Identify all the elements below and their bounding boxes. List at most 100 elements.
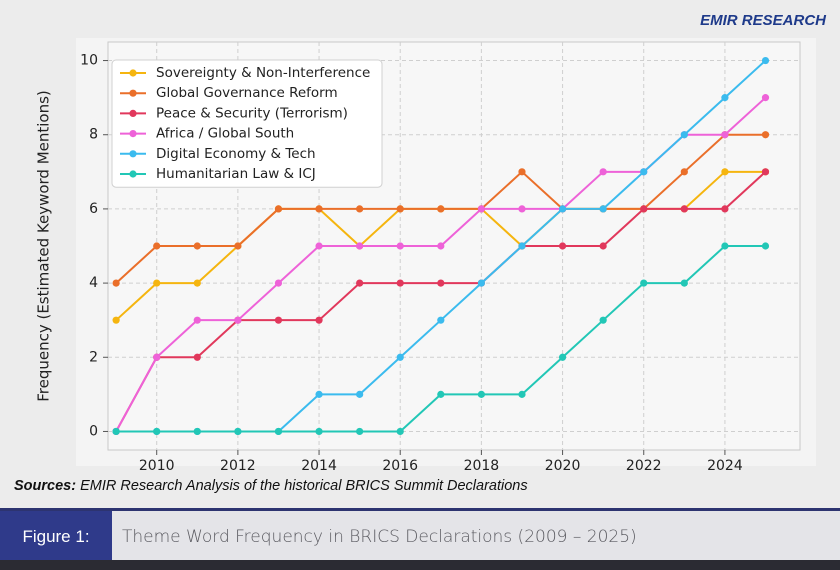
legend-marker bbox=[129, 130, 137, 138]
data-point bbox=[437, 205, 445, 213]
data-point bbox=[518, 168, 526, 176]
figure-label: Figure 1: bbox=[0, 511, 112, 563]
data-point bbox=[274, 205, 283, 213]
figure-caption: Theme Word Frequency in BRICS Declaratio… bbox=[122, 527, 637, 547]
legend-label: Global Governance Reform bbox=[156, 85, 338, 101]
data-point bbox=[558, 205, 567, 213]
data-point bbox=[599, 242, 607, 250]
x-tick-label: 2014 bbox=[301, 458, 337, 470]
y-tick-label: 10 bbox=[80, 53, 98, 69]
data-point bbox=[518, 390, 526, 398]
x-tick-label: 2020 bbox=[545, 458, 581, 470]
data-point bbox=[193, 279, 201, 287]
data-point bbox=[193, 353, 201, 361]
legend-label: Africa / Global South bbox=[156, 126, 294, 142]
data-point bbox=[153, 427, 161, 436]
data-point bbox=[274, 279, 283, 287]
data-point bbox=[315, 242, 323, 250]
x-tick-label: 2022 bbox=[626, 458, 662, 470]
data-point bbox=[112, 279, 120, 287]
data-point bbox=[193, 427, 201, 436]
data-point bbox=[761, 56, 770, 65]
data-point bbox=[112, 316, 120, 324]
data-point bbox=[356, 427, 364, 436]
sources: Sources: EMIR Research Analysis of the h… bbox=[14, 478, 528, 494]
data-point bbox=[356, 390, 364, 398]
data-point bbox=[477, 279, 485, 287]
legend-marker bbox=[129, 69, 137, 77]
data-point bbox=[315, 316, 323, 324]
data-point bbox=[112, 427, 120, 436]
x-tick-label: 2010 bbox=[139, 458, 175, 470]
data-point bbox=[437, 390, 445, 398]
y-tick-label: 4 bbox=[89, 275, 98, 291]
data-point bbox=[518, 205, 526, 213]
data-point bbox=[356, 279, 364, 287]
legend-marker bbox=[129, 170, 137, 178]
data-point bbox=[315, 390, 323, 398]
data-point bbox=[558, 242, 567, 250]
data-point bbox=[721, 131, 729, 139]
data-point bbox=[234, 242, 242, 250]
data-point bbox=[477, 390, 485, 398]
footer-strip bbox=[0, 560, 840, 570]
data-point bbox=[396, 353, 404, 361]
data-point bbox=[680, 279, 688, 287]
data-point bbox=[640, 168, 648, 176]
data-point bbox=[193, 316, 201, 324]
data-point bbox=[396, 205, 404, 213]
data-point bbox=[396, 242, 404, 250]
y-tick-label: 8 bbox=[89, 127, 98, 143]
x-tick-label: 2012 bbox=[220, 458, 256, 470]
data-point bbox=[518, 242, 526, 250]
data-point bbox=[477, 205, 485, 213]
y-axis-label: Frequency (Estimated Keyword Mentions) bbox=[35, 90, 53, 402]
data-point bbox=[721, 168, 729, 176]
sources-label: Sources: bbox=[14, 478, 77, 494]
data-point bbox=[396, 279, 404, 287]
data-point bbox=[437, 279, 445, 287]
data-point bbox=[761, 94, 770, 102]
data-point bbox=[437, 316, 445, 324]
data-point bbox=[640, 279, 648, 287]
legend-box bbox=[111, 59, 383, 188]
data-point bbox=[234, 427, 242, 436]
data-point bbox=[193, 242, 201, 250]
data-point bbox=[761, 131, 770, 139]
y-tick-label: 0 bbox=[89, 423, 98, 439]
data-point bbox=[356, 205, 364, 213]
figure-bar: Figure 1: Theme Word Frequency in BRICS … bbox=[0, 508, 840, 563]
data-point bbox=[437, 242, 445, 250]
data-point bbox=[599, 316, 607, 324]
data-point bbox=[680, 131, 688, 139]
data-point bbox=[761, 242, 770, 250]
y-tick-label: 2 bbox=[89, 349, 98, 365]
data-point bbox=[761, 168, 770, 176]
legend-marker bbox=[129, 109, 137, 117]
data-point bbox=[721, 205, 729, 213]
x-tick-label: 2016 bbox=[382, 458, 418, 470]
legend-label: Sovereignty & Non-Interference bbox=[156, 65, 370, 81]
data-point bbox=[721, 94, 729, 102]
data-point bbox=[315, 205, 323, 213]
data-point bbox=[274, 316, 283, 324]
data-point bbox=[680, 168, 688, 176]
logo: EMIR RESEARCH bbox=[700, 12, 826, 29]
legend-marker bbox=[129, 89, 137, 97]
data-point bbox=[234, 316, 242, 324]
legend-label: Humanitarian Law & ICJ bbox=[156, 166, 316, 182]
data-point bbox=[153, 353, 161, 361]
y-tick-label: 6 bbox=[89, 201, 98, 217]
legend-label: Digital Economy & Tech bbox=[156, 146, 316, 162]
data-point bbox=[721, 242, 729, 250]
data-point bbox=[356, 242, 364, 250]
data-point bbox=[599, 168, 607, 176]
data-point bbox=[599, 205, 607, 213]
data-point bbox=[274, 427, 283, 436]
sources-text: EMIR Research Analysis of the historical… bbox=[80, 478, 528, 494]
x-tick-label: 2024 bbox=[707, 458, 743, 470]
data-point bbox=[680, 205, 688, 213]
data-point bbox=[558, 353, 567, 361]
x-tick-label: 2018 bbox=[464, 458, 500, 470]
